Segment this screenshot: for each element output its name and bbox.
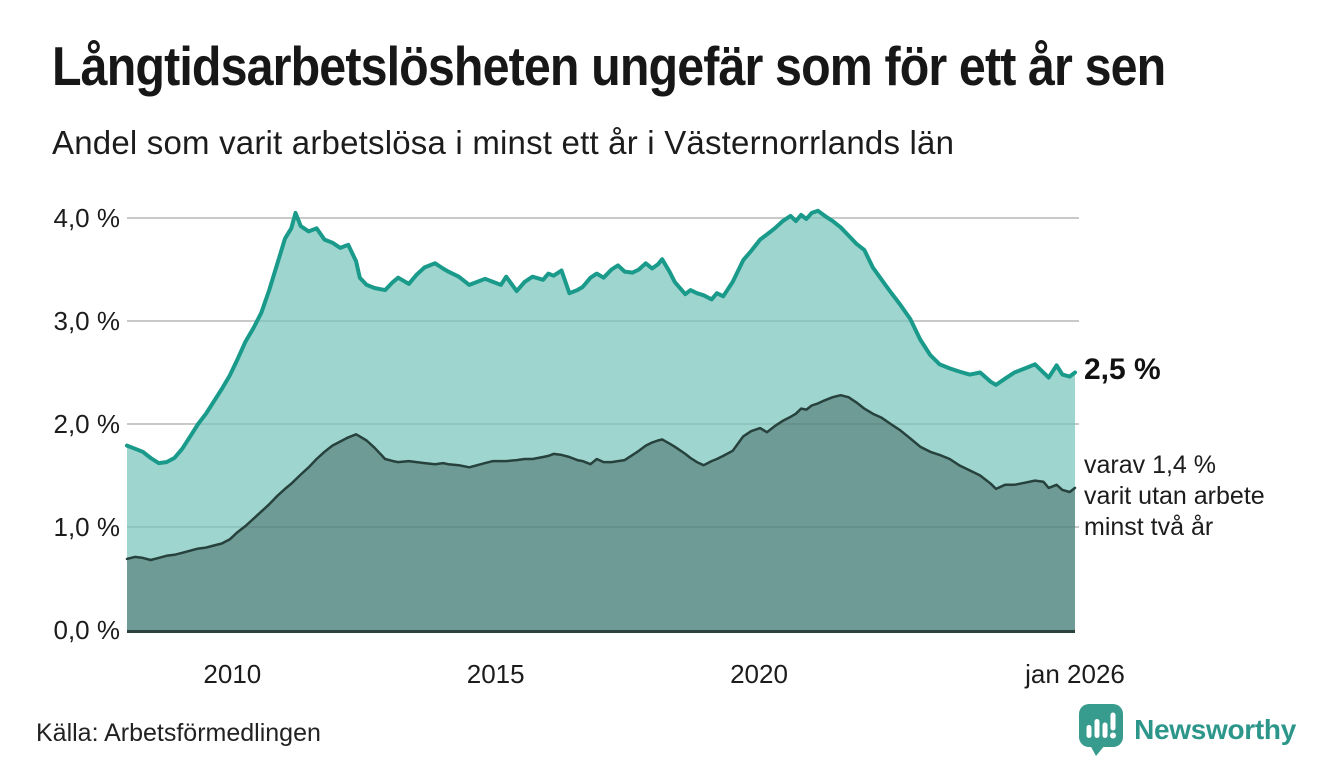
annotation-line-3: minst två år xyxy=(1084,513,1214,541)
annotation-line-2: varit utan arbete xyxy=(1084,482,1265,510)
y-axis-tick-label: 0,0 % xyxy=(53,615,121,645)
y-axis-tick-label: 1,0 % xyxy=(53,512,121,542)
annotation-line-1: varav 1,4 % xyxy=(1084,451,1217,479)
newsworthy-logo: Newsworthy xyxy=(1078,703,1296,756)
series-sub-annotation: varav 1,4 % varit utan arbete minst två … xyxy=(1084,450,1265,543)
series-line-0 xyxy=(125,208,1077,466)
series-area-1 xyxy=(127,395,1075,630)
y-axis-tick-label: 3,0 % xyxy=(53,306,121,336)
y-axis-tick-label: 4,0 % xyxy=(53,203,121,233)
y-axis-tick-label: 2,0 % xyxy=(53,409,121,439)
x-axis-tick-label: 2020 xyxy=(730,659,788,689)
series-line-1 xyxy=(125,393,1077,562)
chart-subtitle: Andel som varit arbetslösa i minst ett å… xyxy=(52,124,955,161)
x-axis-tick-label: 2015 xyxy=(466,659,525,689)
page-title: Långtidsarbetslösheten ungefär som för e… xyxy=(52,35,1166,97)
series-end-value-label: 2,5 % xyxy=(1084,353,1161,386)
x-axis-tick-label: jan 2026 xyxy=(1025,659,1125,689)
newsworthy-icon xyxy=(1079,704,1124,756)
x-axis-tick-label: 2010 xyxy=(203,659,262,689)
source-attribution: Källa: Arbetsförmedlingen xyxy=(36,719,321,747)
newsworthy-wordmark: Newsworthy xyxy=(1134,713,1296,745)
